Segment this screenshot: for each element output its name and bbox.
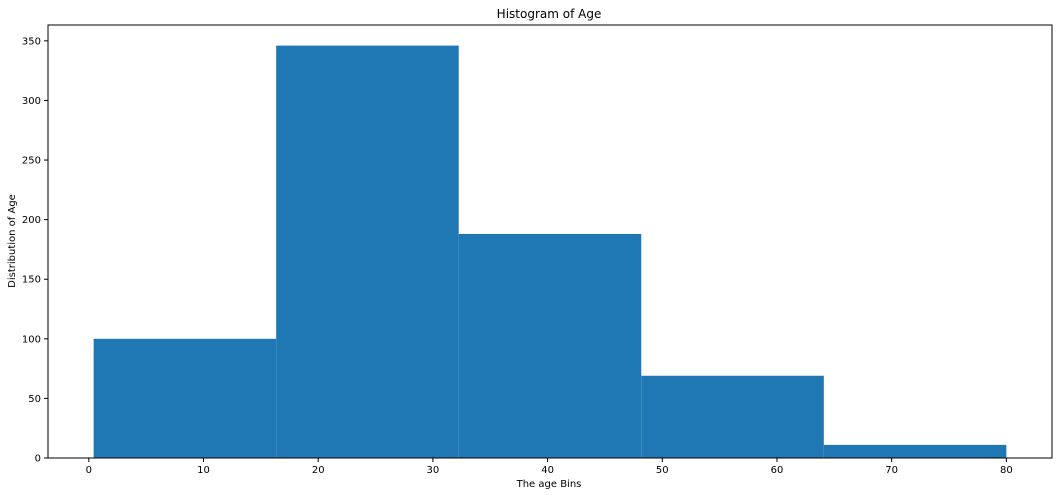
histogram-bar-0 — [93, 338, 277, 458]
x-axis-ticks: 0 10 20 30 40 50 60 70 80 — [86, 458, 1013, 476]
y-tick-label: 50 — [28, 394, 41, 405]
y-tick-label: 100 — [22, 334, 41, 345]
x-tick-label: 20 — [312, 465, 325, 476]
histogram-bar-2 — [458, 233, 642, 458]
y-tick-label: 250 — [22, 156, 41, 167]
y-axis-ticks: 0 50 100 150 200 250 300 350 — [22, 36, 48, 465]
x-tick-label: 60 — [771, 465, 784, 476]
chart-title: Histogram of Age — [497, 7, 602, 21]
x-tick-label: 70 — [885, 465, 898, 476]
histogram-bar-1 — [276, 45, 459, 458]
y-tick-label: 0 — [35, 454, 41, 465]
x-tick-label: 10 — [197, 465, 210, 476]
x-tick-label: 50 — [656, 465, 669, 476]
x-tick-label: 0 — [86, 465, 92, 476]
bars-group — [93, 45, 1007, 458]
histogram-bar-4 — [823, 444, 1007, 458]
y-axis-label: Distribution of Age — [7, 194, 18, 288]
x-tick-label: 80 — [1000, 465, 1013, 476]
x-axis-label: The age Bins — [516, 479, 582, 490]
y-tick-label: 350 — [22, 36, 41, 47]
plot-frame — [47, 24, 1053, 459]
x-tick-label: 40 — [541, 465, 554, 476]
x-tick-label: 30 — [427, 465, 440, 476]
y-tick-label: 300 — [22, 96, 41, 107]
histogram-bar-3 — [641, 375, 824, 458]
y-tick-label: 200 — [22, 215, 41, 226]
y-tick-label: 150 — [22, 275, 41, 286]
